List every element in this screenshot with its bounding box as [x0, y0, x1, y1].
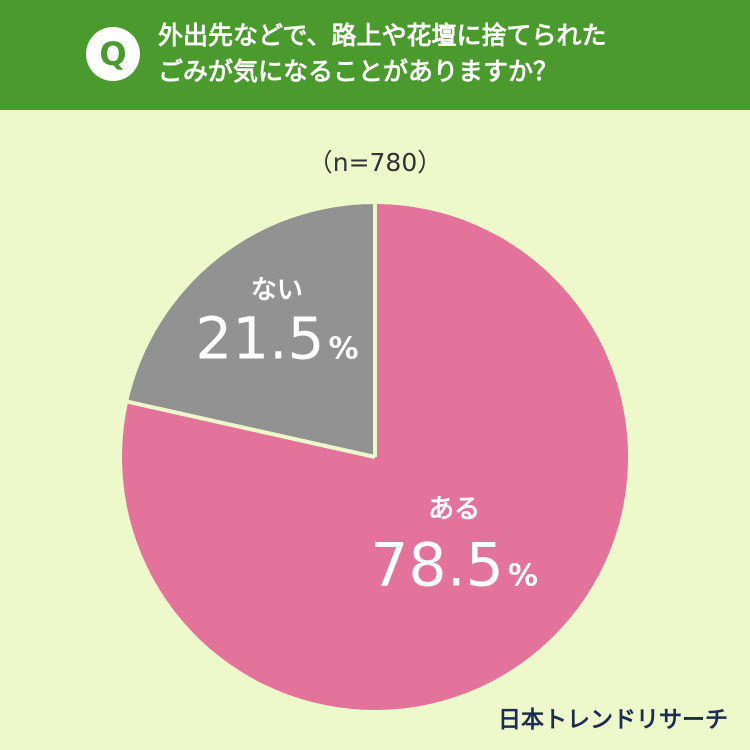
pie-value-unit-1: %	[508, 559, 538, 594]
pie-value-unit-0: %	[328, 332, 358, 367]
pie-label-1: ある	[428, 495, 480, 525]
pie-value-1: 78.5%	[370, 531, 538, 601]
question-badge: Q	[86, 27, 140, 81]
question-text: 外出先などで、路上や花壇に捨てられた ごみが気になることがありますか？	[158, 18, 718, 90]
question-line-2: ごみが気になることがありますか？	[158, 57, 559, 86]
pie-label-0: ない	[251, 276, 303, 306]
pie-value-0: 21.5%	[195, 305, 358, 373]
pie-value-number-0: 21.5	[195, 305, 324, 373]
pie-divider-1	[126, 399, 376, 459]
pie-slice-0	[128, 204, 375, 457]
pie-slice-1	[122, 204, 629, 711]
brand-logo: 日本トレンドリサーチ	[498, 707, 728, 733]
pie-value-number-1: 78.5	[370, 531, 504, 601]
pie-slices	[122, 203, 629, 711]
sample-size-label: （n=780）	[307, 148, 443, 177]
question-header: Q 外出先などで、路上や花壇に捨てられた ごみが気になることがありますか？	[0, 0, 750, 110]
question-line-1: 外出先などで、路上や花壇に捨てられた	[158, 21, 607, 50]
